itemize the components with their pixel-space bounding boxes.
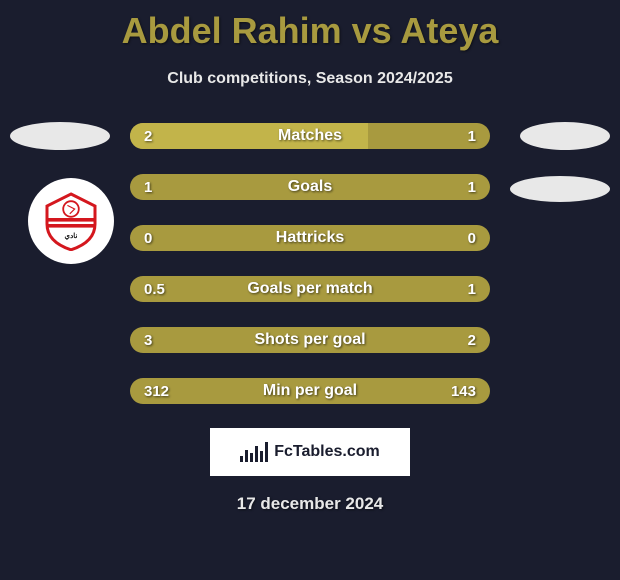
brand-bars-icon: [240, 442, 268, 462]
stat-label: Goals per match: [247, 280, 372, 298]
crest-icon: نادي: [41, 191, 101, 251]
stat-right-value: 1: [468, 128, 476, 145]
stat-row: 2 Matches 1: [130, 123, 490, 149]
stat-left-value: 1: [144, 179, 152, 196]
stat-left-value: 3: [144, 332, 152, 349]
stat-row: 0 Hattricks 0: [130, 225, 490, 251]
stats-container: 2 Matches 1 1 Goals 1 0 Hattricks 0 0.5 …: [0, 123, 620, 404]
stat-row: 1 Goals 1: [130, 174, 490, 200]
stat-left-value: 0.5: [144, 281, 165, 298]
player-left-placeholder: [10, 122, 110, 150]
stat-left-value: 312: [144, 383, 169, 400]
stat-label: Hattricks: [276, 229, 344, 247]
stat-right-value: 143: [451, 383, 476, 400]
player-right-placeholder-2: [510, 176, 610, 202]
stat-label: Goals: [288, 178, 332, 196]
stat-row: 312 Min per goal 143: [130, 378, 490, 404]
club-crest: نادي: [28, 178, 114, 264]
brand-box: FcTables.com: [210, 428, 410, 476]
page-title: Abdel Rahim vs Ateya: [0, 0, 620, 52]
date-label: 17 december 2024: [0, 494, 620, 514]
stat-right-value: 0: [468, 230, 476, 247]
stat-label: Min per goal: [263, 382, 357, 400]
player-right-placeholder-1: [520, 122, 610, 150]
stat-row: 3 Shots per goal 2: [130, 327, 490, 353]
stat-right-value: 1: [468, 281, 476, 298]
svg-text:نادي: نادي: [64, 231, 77, 241]
stat-right-value: 1: [468, 179, 476, 196]
stat-label: Matches: [278, 127, 342, 145]
stat-left-value: 2: [144, 128, 152, 145]
stat-left-value: 0: [144, 230, 152, 247]
stat-row: 0.5 Goals per match 1: [130, 276, 490, 302]
stat-label: Shots per goal: [254, 331, 365, 349]
brand-text: FcTables.com: [274, 443, 380, 461]
subtitle: Club competitions, Season 2024/2025: [0, 70, 620, 88]
stat-right-value: 2: [468, 332, 476, 349]
